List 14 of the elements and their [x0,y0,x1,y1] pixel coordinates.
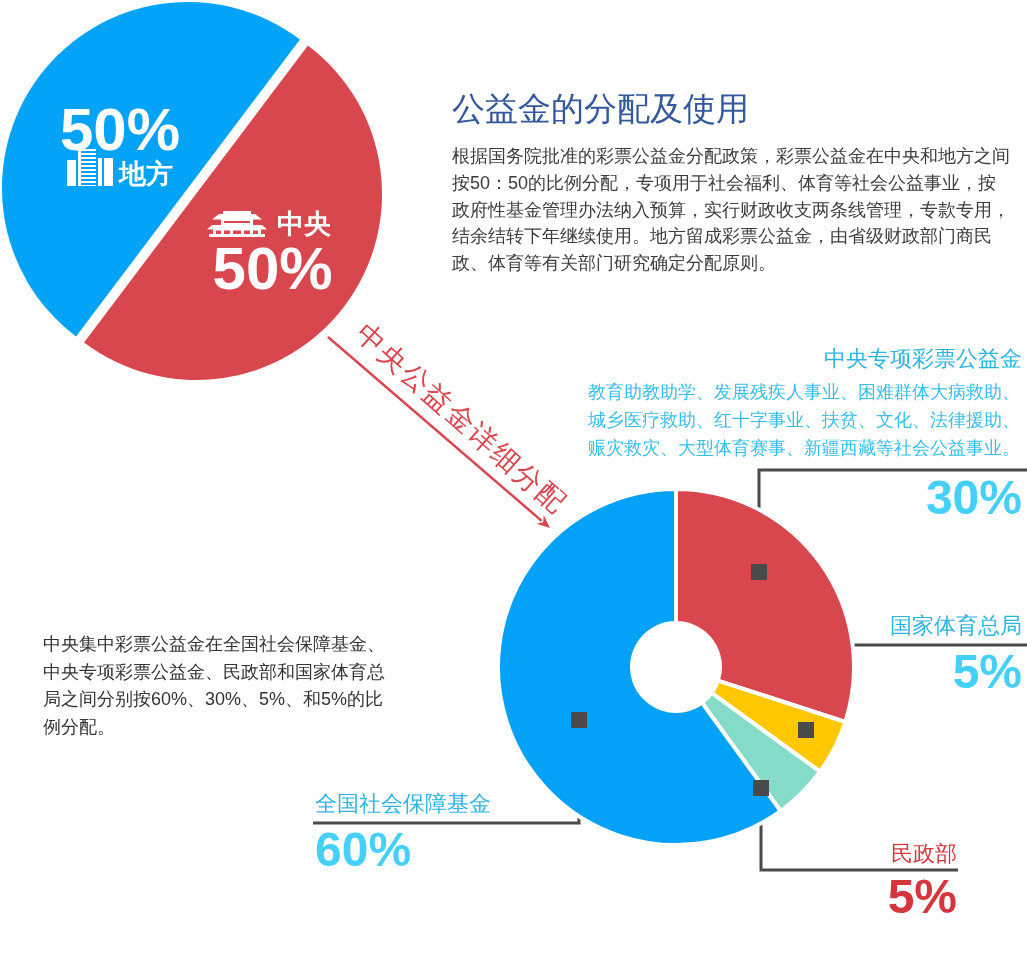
slice-label: 中央专项彩票公益金 [824,345,1022,371]
text: 中央公益金详细分配 [348,316,574,522]
data-label: 60% [315,822,412,876]
text: 根据国务院批准的彩票公益金分配政策，彩票公益金在中央和地方之间按50：50的比例分配，专项用于社会福利、体育等社会公益事业，按政府性基金管理办法纳入预算，实行财政收支两条线管理，专款专用，结余结转下年继续使用。地方留成彩票公益金，由省级财政部门商民政、体育等有关部门研究确定分配原则。 [452,145,1011,276]
slice-label: 民政部 [891,840,957,866]
data-label: 30% [925,470,1022,524]
text: 中央集中彩票公益金在全国社会保障基金、中央专项彩票公益金、民政部和国家体育总局之间分别按60%、30%、5%、和5%的比例分配。 [43,633,386,739]
text: 公益金的分配及使用 [452,89,749,129]
slice-label: 中央 [276,208,331,239]
slice-label: 国家体育总局 [890,612,1022,638]
data-label: 5% [887,869,957,923]
slice-label: 全国社会保障基金 [315,790,491,816]
data-label: 5% [952,644,1022,698]
text: 教育助教助学、发展残疾人事业、困难群体大病救助、城乡医疗救助、红十字事业、扶贫、文化、法律援助、赈灾救灾、大型体育赛事、新疆西藏等社会公益事业。 [588,381,1021,460]
